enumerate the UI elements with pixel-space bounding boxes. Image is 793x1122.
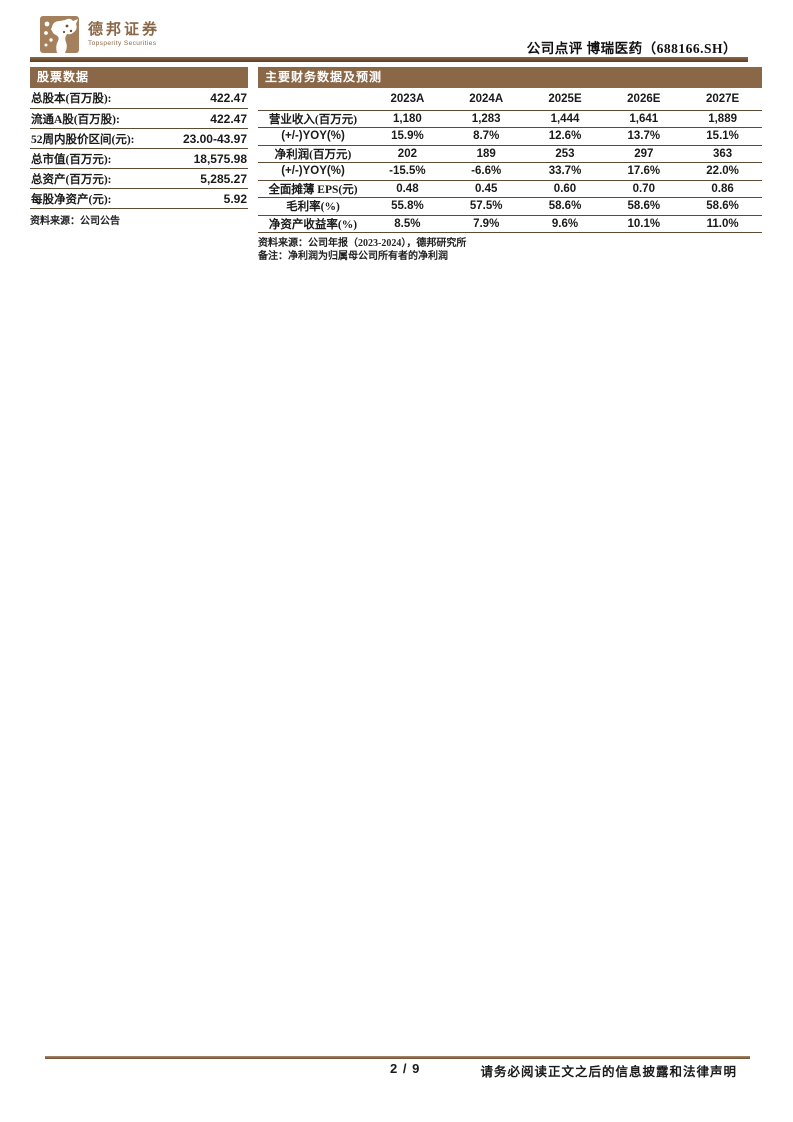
- cell: 8.5%: [368, 215, 447, 233]
- cell: 11.0%: [683, 215, 762, 233]
- cell: 1,889: [683, 110, 762, 128]
- stock-row-value: 5,285.27: [200, 171, 247, 186]
- finance-source-note: 资料来源：公司年报（2023-2024），德邦研究所: [258, 238, 467, 249]
- cell: 57.5%: [446, 197, 526, 216]
- stock-row-label: 总市值(百万元):: [31, 153, 112, 166]
- stock-row-total-assets: 总资产(百万元): 5,285.27: [30, 169, 248, 189]
- table-row-revenue-yoy: (+/-)YOY(%) 15.9% 8.7% 12.6% 13.7% 15.1%: [258, 127, 762, 146]
- stock-row-value: 5.92: [223, 191, 247, 206]
- row-label: 毛利率(%): [258, 197, 368, 216]
- row-label: 净利润(百万元): [258, 145, 368, 163]
- financial-forecast-table: 2023A 2024A 2025E 2026E 2027E 营业收入(百万元) …: [258, 88, 762, 233]
- row-label: 全面摊薄 EPS(元): [258, 180, 368, 198]
- table-row-net-profit: 净利润(百万元) 202 189 253 297 363: [258, 145, 762, 163]
- cell: 253: [525, 145, 605, 163]
- finance-remark-note: 备注：净利润为归属母公司所有者的净利润: [258, 251, 448, 262]
- stock-row-label: 52周内股价区间(元):: [31, 133, 135, 146]
- cell: 58.6%: [604, 197, 684, 216]
- cell: 33.7%: [525, 162, 605, 181]
- stock-row-bvps: 每股净资产(元): 5.92: [30, 189, 248, 209]
- stock-row-value: 18,575.98: [193, 151, 247, 166]
- cell: 15.1%: [683, 127, 762, 146]
- cell: 0.45: [446, 180, 526, 198]
- year-header: 2025E: [525, 88, 605, 111]
- finance-panel-title: 主要财务数据及预测: [258, 67, 762, 88]
- brand-name-en: Topsperity Securities: [88, 40, 157, 47]
- year-header: 2024A: [446, 88, 526, 111]
- cell: 189: [446, 145, 526, 163]
- stock-data-panel: 股票数据 总股本(百万股): 422.47 流通A股(百万股): 422.47 …: [30, 67, 248, 228]
- row-label: 净资产收益率(%): [258, 215, 368, 233]
- stock-row-value: 23.00-43.97: [182, 131, 247, 146]
- year-header-empty: [258, 88, 368, 111]
- cell: 0.60: [525, 180, 605, 198]
- cell: 363: [683, 145, 762, 163]
- cell: 12.6%: [525, 127, 605, 146]
- cell: 1,641: [604, 110, 684, 128]
- cell: 8.7%: [446, 127, 526, 146]
- brand-name-cn: 德邦证券: [88, 21, 161, 38]
- cell: -15.5%: [368, 162, 447, 181]
- cell: 9.6%: [525, 215, 605, 233]
- stock-row-label: 流通A股(百万股):: [31, 113, 120, 126]
- stock-rows: 总股本(百万股): 422.47 流通A股(百万股): 422.47 52周内股…: [30, 88, 248, 209]
- cell: 202: [368, 145, 447, 163]
- stock-row-label: 总资产(百万元):: [31, 173, 112, 186]
- cell: 0.86: [683, 180, 762, 198]
- cell: 1,180: [368, 110, 447, 128]
- year-header: 2027E: [683, 88, 762, 111]
- cell: 10.1%: [604, 215, 684, 233]
- stock-row-label: 每股净资产(元):: [31, 193, 112, 206]
- cell: 7.9%: [446, 215, 526, 233]
- cell: 17.6%: [604, 162, 684, 181]
- table-row-revenue: 营业收入(百万元) 1,180 1,283 1,444 1,641 1,889: [258, 110, 762, 128]
- table-row-gross-margin: 毛利率(%) 55.8% 57.5% 58.6% 58.6% 58.6%: [258, 197, 762, 216]
- stock-row-label: 总股本(百万股):: [31, 93, 112, 105]
- stock-row-52w-range: 52周内股价区间(元): 23.00-43.97: [30, 129, 248, 149]
- cell: 58.6%: [525, 197, 605, 216]
- cell: 297: [604, 145, 684, 163]
- stock-row-value: 422.47: [210, 111, 247, 126]
- cell: 1,283: [446, 110, 526, 128]
- table-row-eps: 全面摊薄 EPS(元) 0.48 0.45 0.60 0.70 0.86: [258, 180, 762, 198]
- financial-forecast-panel: 主要财务数据及预测 2023A 2024A 2025E 2026E 2027E …: [258, 67, 762, 263]
- cell: 55.8%: [368, 197, 447, 216]
- row-label: (+/-)YOY(%): [258, 162, 368, 181]
- cell: 0.48: [368, 180, 447, 198]
- stock-row-total-shares: 总股本(百万股): 422.47: [30, 88, 248, 109]
- row-label: (+/-)YOY(%): [258, 127, 368, 146]
- cell: 15.9%: [368, 127, 447, 146]
- stock-row-float-shares: 流通A股(百万股): 422.47: [30, 109, 248, 129]
- footer-rule: [45, 1056, 750, 1059]
- year-header: 2023A: [368, 88, 447, 111]
- stock-source-note: 资料来源：公司公告: [30, 216, 120, 227]
- report-header-title: 公司点评 博瑞医药（688166.SH）: [526, 41, 737, 56]
- brand-logo: 德邦证券 Topsperity Securities: [40, 16, 160, 53]
- cell: 58.6%: [683, 197, 762, 216]
- cell: -6.6%: [446, 162, 526, 181]
- stock-panel-title: 股票数据: [30, 67, 248, 88]
- stock-row-value: 422.47: [210, 91, 247, 105]
- year-header-row: 2023A 2024A 2025E 2026E 2027E: [258, 88, 762, 111]
- leopard-logo-icon: [40, 16, 79, 53]
- table-row-net-profit-yoy: (+/-)YOY(%) -15.5% -6.6% 33.7% 17.6% 22.…: [258, 162, 762, 181]
- year-header: 2026E: [604, 88, 684, 111]
- stock-row-market-cap: 总市值(百万元): 18,575.98: [30, 149, 248, 169]
- brand-text: 德邦证券 Topsperity Securities: [88, 16, 160, 47]
- cell: 0.70: [604, 180, 684, 198]
- page-number: 2 / 9: [390, 1061, 421, 1076]
- header-rule: [30, 57, 748, 62]
- table-row-roe: 净资产收益率(%) 8.5% 7.9% 9.6% 10.1% 11.0%: [258, 215, 762, 233]
- cell: 13.7%: [604, 127, 684, 146]
- cell: 22.0%: [683, 162, 762, 181]
- footer-disclaimer: 请务必阅读正文之后的信息披露和法律声明: [480, 1065, 737, 1079]
- row-label: 营业收入(百万元): [258, 110, 368, 128]
- cell: 1,444: [525, 110, 605, 128]
